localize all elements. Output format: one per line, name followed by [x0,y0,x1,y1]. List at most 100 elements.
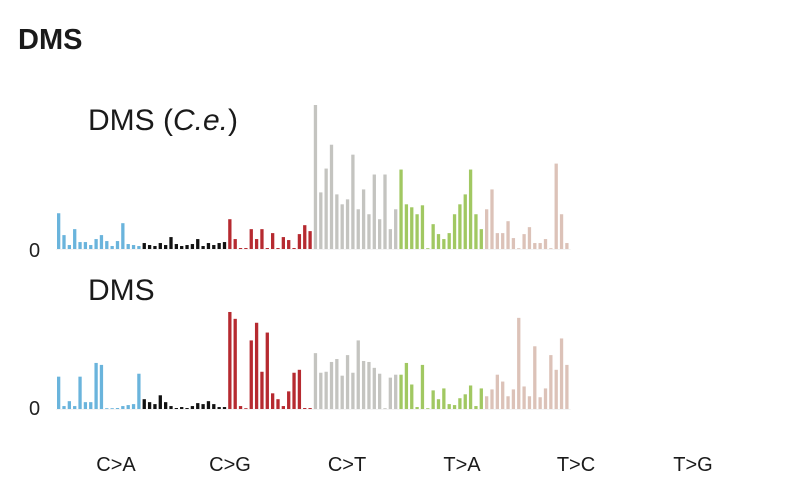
bar-panel1-CA-15 [131,245,136,249]
category-label-cg: C>G [209,454,251,476]
bar-panel2-TA-13 [378,373,382,409]
bar-panel1-CG-13 [206,243,211,249]
bar-panel2-TC-14 [468,385,473,409]
bar-panel1-TG-8 [522,234,526,249]
bar-panel1-TC-11 [452,214,457,249]
bar-panel2-TG-5 [506,396,510,409]
bar-panel1-CG-12 [201,246,205,249]
bar-panel1-CG-10 [190,244,195,249]
bar-panel2-TA-9 [356,340,360,409]
bar-panel1-TA-7 [345,199,350,249]
bar-panel1-CT-9 [271,233,275,249]
bar-panel2-TC-7 [431,390,435,409]
bar-panel1-TC-16 [479,229,483,249]
bar-panel2-CG-1 [142,399,146,409]
bar-panel1-TG-3 [495,233,499,249]
bar-panel2-CA-6 [83,402,88,409]
bar-panel1-TA-13 [378,219,382,249]
bar-panel1-TG-12 [543,239,548,249]
bar-panel2-CG-16 [222,407,227,409]
bar-panel2-TC-13 [463,394,467,409]
bar-panel1-TG-5 [506,221,510,249]
bar-panel1-TG-16 [565,243,569,249]
bar-panel1-CT-3 [238,248,243,249]
bar-panel1-TC-9 [442,239,446,249]
bar-panel2-CT-15 [303,408,307,409]
panel-2-zero-label: 0 [29,398,40,420]
bar-panel2-TA-16 [394,374,398,409]
figure-heading: DMS [18,24,83,56]
bar-panel1-TG-10 [533,243,537,249]
category-label-tg: T>G [673,454,712,476]
bar-panel1-TA-8 [351,154,355,249]
bar-panel1-CA-10 [105,241,109,249]
bar-panel2-CT-6 [254,322,259,409]
bar-panel2-TC-15 [474,406,478,409]
bar-panel2-CG-4 [158,395,162,409]
bar-panel1-TG-11 [538,243,542,249]
bar-panel2-TC-8 [436,399,441,409]
bar-panel2-TG-12 [543,388,548,409]
bar-panel2-CA-10 [105,408,109,409]
bar-panel2-TG-15 [559,338,564,409]
bar-panel2-CT-2 [233,318,237,409]
bar-panel1-TA-2 [319,192,323,249]
bar-panel1-TC-5 [420,205,425,249]
bar-panel1-CT-15 [303,225,307,249]
bar-panel2-TC-5 [420,364,425,409]
bar-panel2-CG-11 [196,403,200,409]
bar-panel1-CT-10 [276,248,280,249]
bar-panel2-CT-16 [308,408,312,409]
bar-panel2-CT-4 [244,408,248,409]
bar-panel1-CT-14 [297,234,302,249]
bar-panel1-CT-6 [254,239,259,249]
bar-panel2-TG-16 [565,364,569,409]
bar-panel2-TC-11 [452,405,457,409]
bar-panel2-TA-2 [319,372,323,409]
bar-panel2-TA-5 [335,359,339,409]
category-label-ct: C>T [328,454,366,476]
bar-panel2-CA-4 [73,406,77,409]
category-label-ta: T>A [443,454,481,476]
bar-panel1-TA-5 [335,194,339,249]
bar-panel2-CA-1 [57,376,61,409]
bar-panel2-TC-12 [458,398,462,409]
bar-panel1-TG-1 [485,209,489,249]
bar-panel2-TG-10 [533,346,537,409]
bar-panel1-CA-14 [126,244,130,249]
bar-panel2-TG-4 [501,381,505,409]
bar-panel2-CG-3 [153,404,157,409]
bar-panel1-TC-1 [399,169,403,249]
bar-panel1-CT-4 [244,248,248,249]
bar-panel2-CT-14 [297,369,302,409]
bar-panel2-TG-7 [517,317,521,409]
bar-panel1-CG-6 [169,237,173,249]
bar-panel1-TA-16 [394,209,398,249]
bar-panel2-TG-9 [527,396,532,409]
bar-panel1-TC-8 [436,234,441,249]
panel-1-zero-label: 0 [29,240,40,262]
bar-panel2-CT-8 [265,332,269,409]
bar-panel1-CT-8 [265,248,269,249]
bar-panel2-CA-11 [110,408,114,409]
category-label-ca: C>A [96,454,136,476]
panel-1-title-end: ) [228,104,238,137]
bar-panel1-CA-6 [83,242,88,249]
bar-panel1-TG-7 [517,248,521,249]
bar-panel1-TC-4 [415,214,419,249]
bar-panel1-CG-8 [180,246,184,249]
bar-panel2-TA-15 [388,377,392,409]
bar-panel1-CG-1 [142,243,146,249]
bar-panel2-CA-16 [137,373,141,409]
bar-panel1-TA-12 [372,174,376,249]
bar-panel2-CT-12 [287,391,291,409]
bar-panel1-CG-3 [153,246,157,249]
bar-panel1-CA-9 [99,235,104,249]
bar-panel1-CG-5 [164,245,168,249]
bar-panel2-TA-8 [351,372,355,409]
bar-panel1-CA-7 [89,245,93,249]
bar-panel2-CT-5 [249,340,253,409]
bar-panel1-TC-3 [410,207,414,249]
